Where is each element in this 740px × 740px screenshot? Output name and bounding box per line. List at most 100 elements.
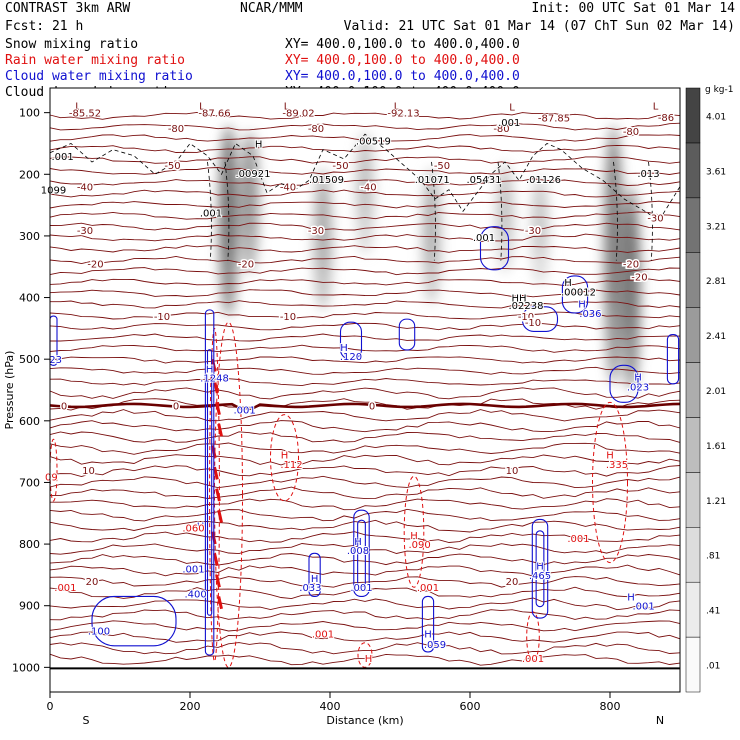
x-tick-label: 200 (180, 700, 201, 713)
extremum-label: L (653, 101, 659, 112)
extremum-label: 1099 (41, 186, 66, 197)
extremum-label: L (199, 101, 205, 112)
snow-core (245, 140, 254, 236)
isotherm-line (49, 278, 681, 287)
isotherm-label: -10 (154, 312, 170, 323)
isotherm-line (49, 631, 681, 643)
isotherm-label: 0 (61, 401, 67, 412)
extremum-label: H (627, 592, 635, 603)
colorbar-tick: 2.41 (706, 332, 726, 342)
extremum-label: .013 (637, 169, 659, 180)
header-init: Init: 00 UTC Sat 01 Mar 14 (532, 1, 736, 16)
y-tick-label: 200 (19, 168, 40, 181)
extremum-label: .001 (312, 629, 334, 640)
isotherm-line (49, 178, 681, 187)
extremum-label: .001 (350, 583, 372, 594)
colorbar-cell (685, 197, 701, 253)
isotherm-line (49, 409, 681, 422)
rain-core-mark (215, 574, 221, 588)
y-tick-label: 1000 (12, 661, 40, 674)
temperature-contours (49, 111, 681, 666)
cloud-water-contour-inner (535, 530, 545, 608)
isotherm-label: -30 (647, 213, 663, 224)
extremum-label: .112 (280, 460, 302, 471)
extremum-label: H (311, 574, 319, 585)
extremum-label: .120 (340, 352, 362, 363)
isotherm-line (50, 333, 680, 342)
extremum-label: .023 (627, 382, 649, 393)
cloud-ice-line (431, 161, 436, 261)
extremum-label: .060 (182, 523, 204, 534)
rain-core-mark (213, 552, 219, 566)
rain-core-mark (213, 466, 219, 480)
isotherm-line (49, 122, 681, 131)
cloud-ice-line (49, 133, 681, 222)
plot-frame (49, 87, 681, 693)
isotherm-line (49, 189, 681, 198)
isotherm-label: 20 (86, 577, 99, 588)
cloud-ice-line (224, 161, 230, 261)
isotherm-line (49, 211, 681, 220)
isotherm-label: -50 (332, 161, 348, 172)
colorbar-tick: 4.01 (706, 112, 726, 122)
header-center: NCAR/MMM (240, 1, 303, 16)
colorbar-tick: .01 (706, 662, 720, 672)
extremum-label: 09 (45, 472, 58, 483)
cloud-water-contour (91, 595, 177, 647)
extremum-label: .465 (529, 571, 551, 582)
isotherm-line (49, 134, 681, 142)
isotherm-line (49, 366, 681, 375)
extremum-label: .01071 (415, 175, 450, 186)
isotherm-label: -30 (77, 226, 93, 237)
isotherm-line (50, 486, 681, 500)
colorbar-cell (685, 307, 701, 363)
isotherm-line (49, 200, 681, 209)
cloud-water-contour-inner (357, 519, 366, 588)
colorbar-tick: 3.21 (706, 222, 726, 232)
extremum-label: .00519 (356, 136, 391, 147)
colorbar-tick: .41 (706, 607, 720, 617)
y-tick-label: 400 (19, 292, 40, 305)
isotherm-line (49, 322, 681, 331)
extremum-label: .001 (567, 534, 589, 545)
cloud-water-contour (479, 226, 510, 271)
colorbar-tick: 2.01 (706, 387, 726, 397)
cloud-water-contour (561, 275, 589, 314)
colorbar-cell (685, 417, 701, 473)
extremum-label: .001 (498, 118, 520, 129)
chart-header: CONTRAST 3km ARW NCAR/MMM Init: 00 UTC S… (5, 1, 735, 100)
endpoint-right: N (656, 714, 664, 727)
extremum-label: .05431 (467, 175, 502, 186)
extremum-label: .001 (522, 654, 544, 665)
extremum-label: .001 (54, 583, 76, 594)
rain-core-mark (215, 488, 221, 502)
y-tick-label: 300 (19, 230, 40, 243)
snow-shading (218, 124, 641, 390)
isotherm-label: -50 (164, 161, 180, 172)
field-label: Cloud water mixing ratio (5, 69, 193, 84)
header-valid: Valid: 21 UTC Sat 01 Mar 14 (07 ChT Sun … (344, 19, 735, 34)
isotherm-line (49, 642, 681, 655)
extremum-label: H (354, 537, 362, 548)
y-tick-label: 600 (19, 415, 40, 428)
isotherm-line (49, 378, 681, 387)
extremum-label: H (606, 451, 614, 462)
colorbar-tick: 2.81 (706, 277, 726, 287)
isotherm-line (49, 167, 681, 175)
extremum-label: H (578, 300, 586, 311)
extremum-label: L (509, 102, 515, 113)
isotherm-line (49, 233, 681, 242)
isotherm-label: -30 (308, 226, 324, 237)
extremum-label: H (340, 343, 348, 354)
field-label: Snow mixing ratio (5, 37, 138, 52)
colorbar-cell (685, 472, 701, 528)
isotherm-label: -10 (518, 312, 534, 323)
rain-core-mark (217, 509, 223, 523)
extremum-label: -87.85 (538, 114, 570, 125)
x-tick-label: 400 (320, 700, 341, 713)
isotherm-line (49, 356, 681, 364)
rain-contour (403, 475, 425, 588)
colorbar-cell (685, 142, 701, 199)
colorbar: g kg-1 4.01 3.61 3.21 2.81 2.41 2.01 1.61 1.21.… (685, 85, 733, 693)
extremum-label: H (536, 562, 544, 573)
